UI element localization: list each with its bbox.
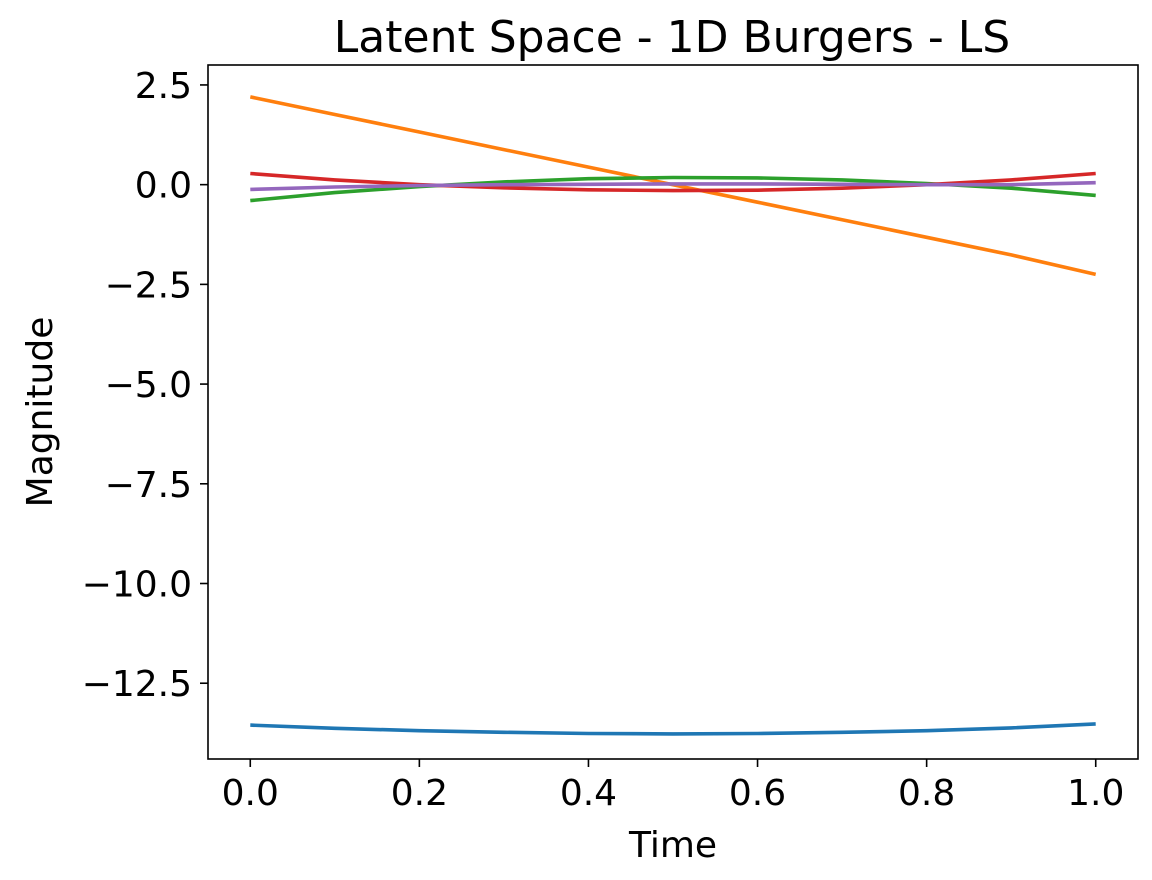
y-tick-label: −12.5 xyxy=(82,664,192,705)
x-tick-label: 0.6 xyxy=(729,773,786,814)
chart-title: Latent Space - 1D Burgers - LS xyxy=(334,12,1010,63)
x-tick-label: 0.2 xyxy=(391,773,448,814)
y-tick-label: 0.0 xyxy=(135,166,192,207)
series-line-5 xyxy=(250,180,1096,192)
plot-frame xyxy=(207,64,1139,760)
y-tick-label: −7.5 xyxy=(105,465,192,506)
x-tick-label: 0.8 xyxy=(898,773,955,814)
y-axis-label: Magnitude xyxy=(20,317,61,508)
y-tick-label: −5.0 xyxy=(105,365,192,406)
x-axis-label: Time xyxy=(628,825,717,866)
x-tick-label: 0.0 xyxy=(222,773,279,814)
y-tick-label: 2.5 xyxy=(135,66,192,107)
series-line-1 xyxy=(250,722,1096,736)
x-tick-label: 0.4 xyxy=(560,773,617,814)
y-tick-label: −2.5 xyxy=(105,265,192,306)
y-tick-label: −10.0 xyxy=(82,565,192,606)
y-axis: 2.5 0.0 −2.5 −5.0 −7.5 −10.0 −12.5 xyxy=(82,66,208,705)
plot-area xyxy=(249,95,1097,736)
x-tick-label: 1.0 xyxy=(1067,773,1124,814)
x-axis: 0.0 0.2 0.4 0.6 0.8 1.0 xyxy=(222,759,1124,814)
